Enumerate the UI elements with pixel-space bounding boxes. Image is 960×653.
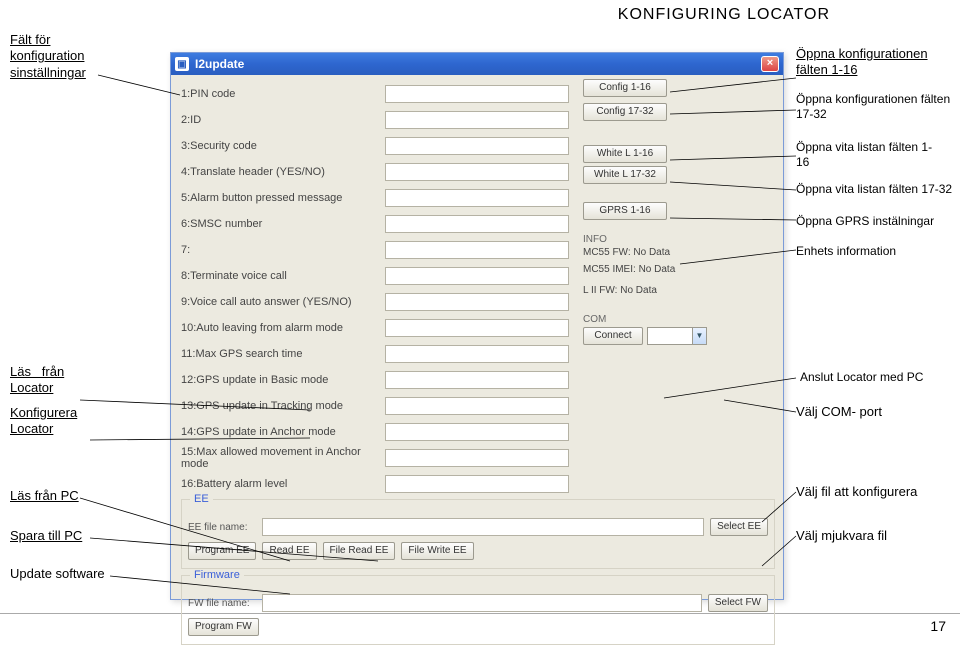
program-ee-button[interactable]: Program EE xyxy=(188,542,256,560)
ann-open-17-32: Öppna konfigurationen fälten 17-32 xyxy=(796,92,950,122)
ee-legend: EE xyxy=(190,493,213,505)
fw-legend: Firmware xyxy=(190,569,244,581)
field-label: 7: xyxy=(181,244,385,256)
field-input[interactable] xyxy=(385,163,569,181)
field-input[interactable] xyxy=(385,293,569,311)
field-input[interactable] xyxy=(385,397,569,415)
field-row: 15:Max allowed movement in Anchor mode xyxy=(181,447,775,469)
select-fw-button[interactable]: Select FW xyxy=(708,594,768,612)
fw-group: Firmware FW file name: Select FW Program… xyxy=(181,575,775,645)
field-label: 14:GPS update in Anchor mode xyxy=(181,426,385,438)
ann-info: Enhets information xyxy=(796,244,896,259)
field-label: 4:Translate header (YES/NO) xyxy=(181,166,385,178)
page-number: 17 xyxy=(930,618,946,634)
program-fw-button[interactable]: Program FW xyxy=(188,618,259,636)
field-input[interactable] xyxy=(385,111,569,129)
ee-group: EE EE file name: Select EE Program EE Re… xyxy=(181,499,775,569)
titlebar: ▣ I2update × xyxy=(171,53,783,75)
field-label: 11:Max GPS search time xyxy=(181,348,385,360)
field-row: 14:GPS update in Anchor mode xyxy=(181,421,775,443)
config-1-16-button[interactable]: Config 1-16 xyxy=(583,79,667,97)
field-label: 13:GPS update in Tracking mode xyxy=(181,400,385,412)
field-input[interactable] xyxy=(385,475,569,493)
field-label: 6:SMSC number xyxy=(181,218,385,230)
config-17-32-button[interactable]: Config 17-32 xyxy=(583,103,667,121)
ann-read-locator: Läs från Locator xyxy=(10,364,64,397)
mc55-imei: MC55 IMEI: No Data xyxy=(583,264,773,275)
field-row: 12:GPS update in Basic mode xyxy=(181,369,775,391)
field-row: 16:Battery alarm level xyxy=(181,473,775,495)
close-button[interactable]: × xyxy=(761,56,779,72)
field-input[interactable] xyxy=(385,319,569,337)
ann-read-pc: Läs från PC xyxy=(10,488,79,504)
field-input[interactable] xyxy=(385,345,569,363)
field-label: 16:Battery alarm level xyxy=(181,478,385,490)
com-heading: COM xyxy=(583,314,773,325)
ann-open-1-16: Öppna konfigurationen fälten 1-16 xyxy=(796,46,928,79)
com-port-select[interactable]: ▼ xyxy=(647,327,707,345)
mc55-fw: MC55 FW: No Data xyxy=(583,247,773,258)
ann-config-locator: Konfigurera Locator xyxy=(10,405,77,438)
white-17-32-button[interactable]: White L 17-32 xyxy=(583,166,667,184)
right-panel: Config 1-16 Config 17-32 White L 1-16 Wh… xyxy=(583,79,773,345)
field-label: 15:Max allowed movement in Anchor mode xyxy=(181,446,385,470)
lii-fw: L II FW: No Data xyxy=(583,285,773,296)
ann-save-pc: Spara till PC xyxy=(10,528,82,544)
ann-white-17-32: Öppna vita listan fälten 17-32 xyxy=(796,182,952,197)
connect-button[interactable]: Connect xyxy=(583,327,643,345)
field-label: 3:Security code xyxy=(181,140,385,152)
file-read-ee-button[interactable]: File Read EE xyxy=(323,542,396,560)
field-input[interactable] xyxy=(385,371,569,389)
field-input[interactable] xyxy=(385,85,569,103)
ann-white-1-16: Öppna vita listan fälten 1- 16 xyxy=(796,140,932,170)
info-heading: INFO xyxy=(583,234,773,245)
ann-update-sw: Update software xyxy=(10,566,105,582)
page-header: KONFIGURING LOCATOR xyxy=(618,6,830,24)
field-label: 2:ID xyxy=(181,114,385,126)
white-1-16-button[interactable]: White L 1-16 xyxy=(583,145,667,163)
chevron-down-icon: ▼ xyxy=(692,328,706,344)
field-row: 13:GPS update in Tracking mode xyxy=(181,395,775,417)
fw-file-label: FW file name: xyxy=(188,598,256,609)
gprs-1-16-button[interactable]: GPRS 1-16 xyxy=(583,202,667,220)
ann-com: Välj COM- port xyxy=(796,404,882,420)
ee-file-label: EE file name: xyxy=(188,522,256,533)
field-label: 10:Auto leaving from alarm mode xyxy=(181,322,385,334)
ann-select-ee: Välj fil att konfigurera xyxy=(796,484,917,500)
field-input[interactable] xyxy=(385,241,569,259)
field-label: 12:GPS update in Basic mode xyxy=(181,374,385,386)
fw-file-input[interactable] xyxy=(262,594,702,612)
ann-connect: Anslut Locator med PC xyxy=(800,370,923,385)
field-input[interactable] xyxy=(385,215,569,233)
app-icon: ▣ xyxy=(175,57,189,71)
field-label: 8:Terminate voice call xyxy=(181,270,385,282)
window-title: I2update xyxy=(195,57,244,71)
field-input[interactable] xyxy=(385,189,569,207)
ee-file-input[interactable] xyxy=(262,518,704,536)
window-body: 1:PIN code 2:ID 3:Security code 4:Translate… xyxy=(171,75,783,653)
ann-gprs: Öppna GPRS instälningar xyxy=(796,214,934,229)
read-ee-button[interactable]: Read EE xyxy=(262,542,316,560)
app-window: ▣ I2update × 1:PIN code 2:ID 3:Security co… xyxy=(170,52,784,600)
file-write-ee-button[interactable]: File Write EE xyxy=(401,542,473,560)
field-input[interactable] xyxy=(385,423,569,441)
field-row: 11:Max GPS search time xyxy=(181,343,775,365)
ann-fields: Fält för konfiguration sinställningar xyxy=(10,32,86,81)
field-label: 5:Alarm button pressed message xyxy=(181,192,385,204)
field-input[interactable] xyxy=(385,137,569,155)
field-label: 1:PIN code xyxy=(181,88,385,100)
field-input[interactable] xyxy=(385,449,569,467)
com-block: COM Connect ▼ xyxy=(583,314,773,345)
field-input[interactable] xyxy=(385,267,569,285)
ann-select-fw: Välj mjukvara fil xyxy=(796,528,887,544)
field-label: 9:Voice call auto answer (YES/NO) xyxy=(181,296,385,308)
select-ee-button[interactable]: Select EE xyxy=(710,518,768,536)
